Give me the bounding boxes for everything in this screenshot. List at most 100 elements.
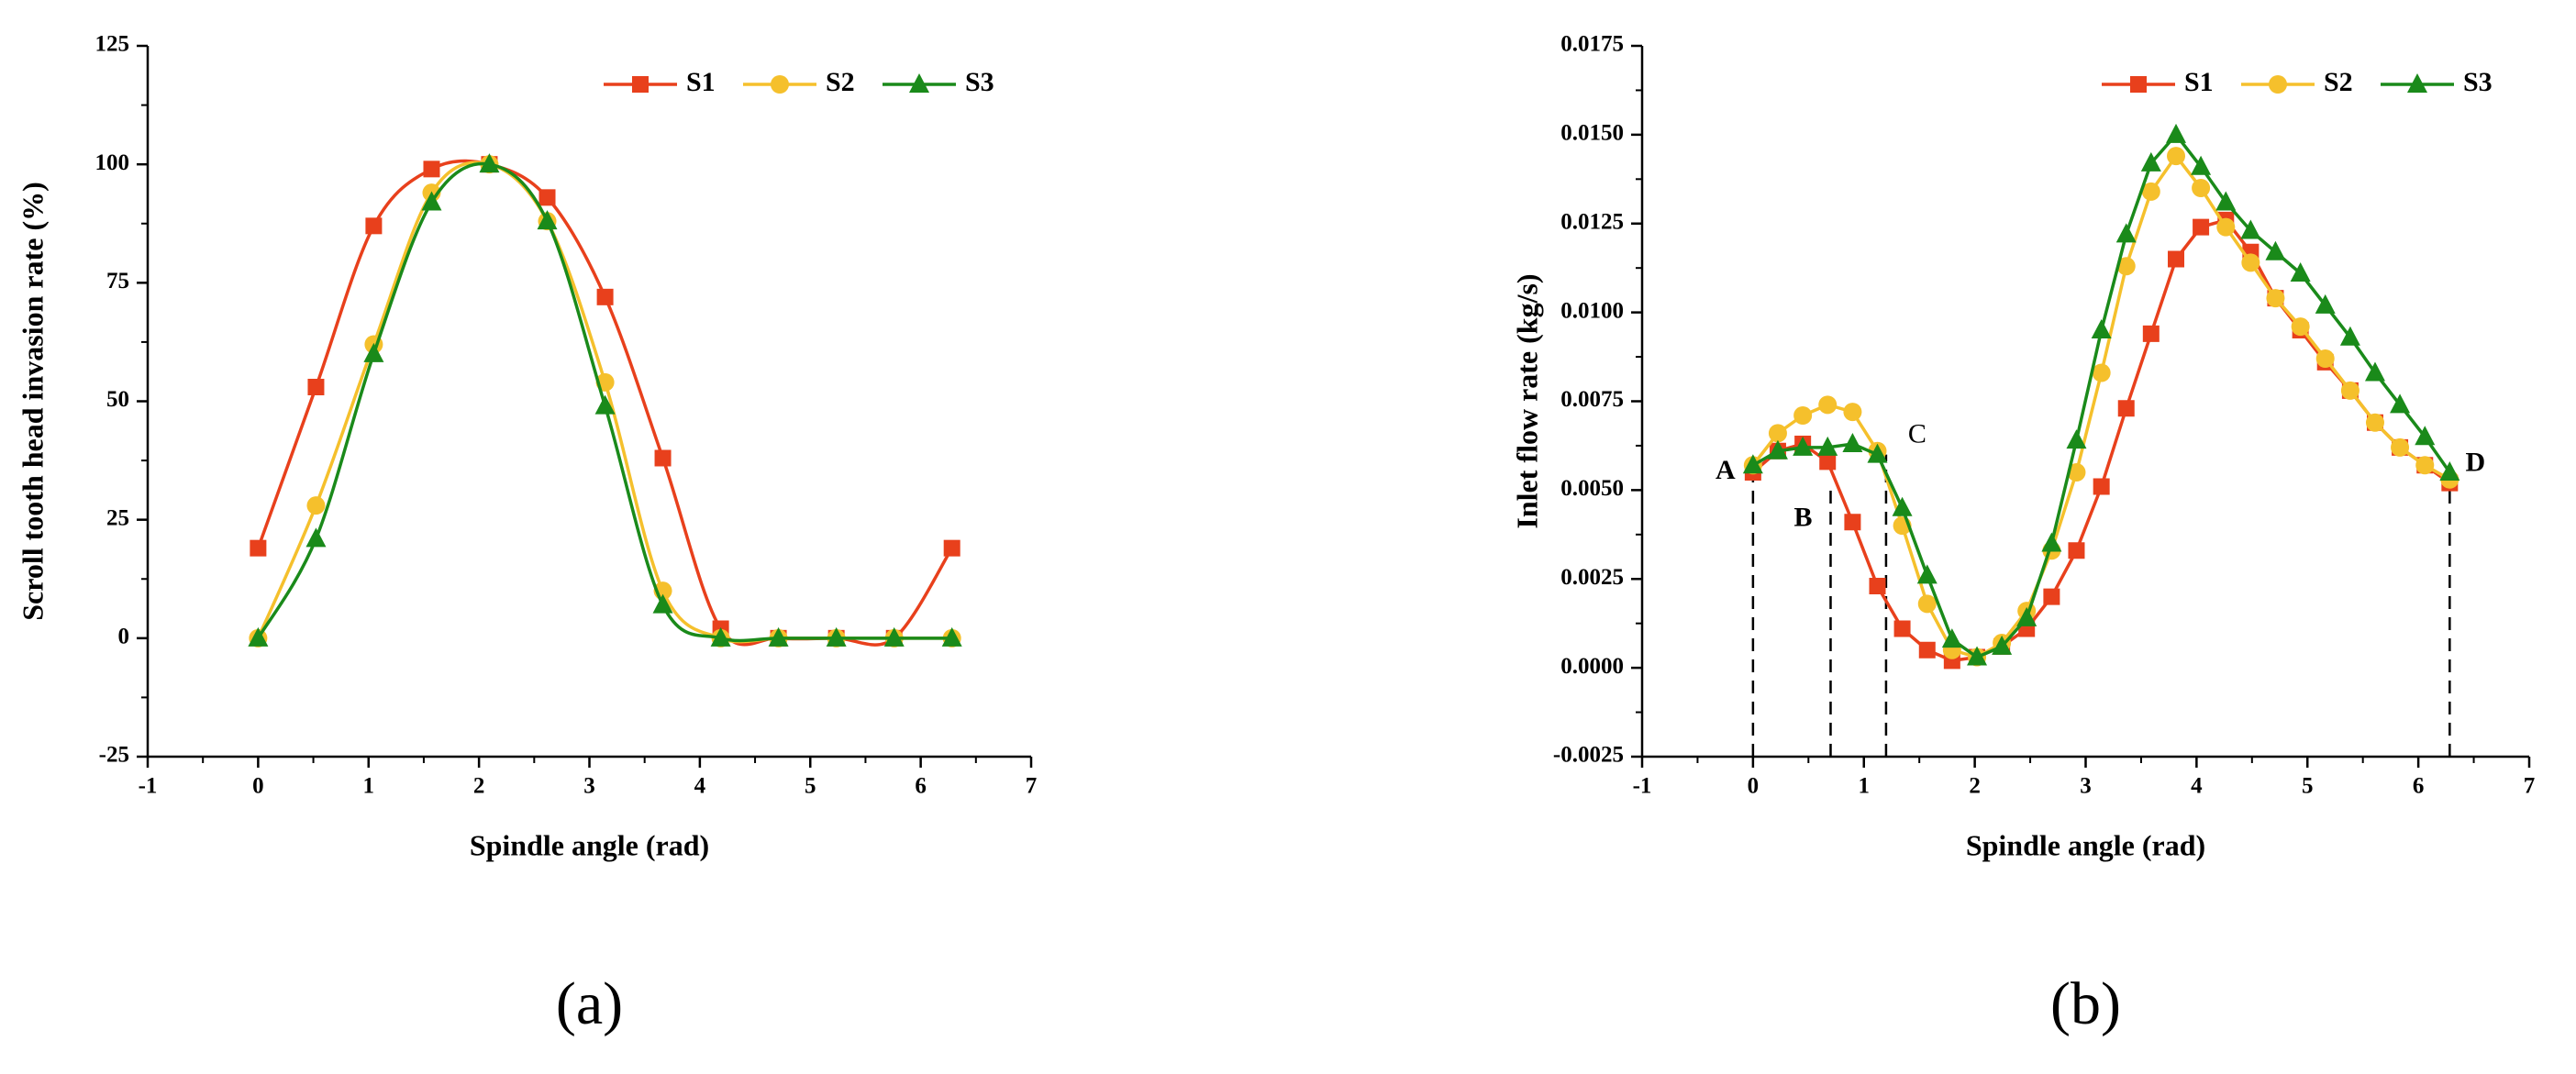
series-line [1751, 217, 2451, 663]
x-tick-label: 6 [915, 774, 927, 799]
marker [2116, 257, 2136, 276]
marker [1869, 578, 1886, 594]
marker [2390, 393, 2411, 414]
y-tick-label: 0 [118, 625, 130, 649]
marker [2193, 218, 2210, 236]
marker [2167, 147, 2186, 166]
y-axis-title: Inlet flow rate (kg/s) [1510, 273, 1543, 528]
x-tick-label: 7 [1026, 774, 1038, 799]
legend-label: S3 [2463, 67, 2493, 97]
x-tick-label: 4 [2191, 774, 2203, 799]
marker [768, 626, 789, 647]
marker [2191, 155, 2212, 175]
marker [2339, 326, 2360, 346]
legend-label: S2 [826, 67, 855, 97]
marker [2142, 325, 2160, 342]
y-tick-label: 0.0050 [1560, 476, 1624, 501]
legend-marker [2130, 76, 2147, 93]
legend-marker [2407, 73, 2427, 93]
marker [654, 449, 672, 467]
marker [1793, 406, 1813, 425]
marker [943, 539, 960, 557]
marker [1842, 433, 1863, 452]
panel-label: (a) [556, 970, 623, 1037]
marker [1818, 395, 1838, 415]
y-tick-label: 50 [106, 387, 129, 412]
y-tick-label: 125 [95, 32, 130, 57]
legend-marker [909, 73, 929, 93]
y-tick-label: -25 [99, 743, 129, 768]
marker [1843, 403, 1862, 422]
marker [2043, 588, 2060, 605]
marker [1916, 564, 1938, 584]
marker [1917, 594, 1937, 614]
marker [2340, 381, 2359, 400]
marker [2215, 191, 2237, 211]
marker [652, 593, 673, 614]
marker [2241, 253, 2260, 272]
marker [363, 342, 384, 362]
y-tick-label: 0.0000 [1560, 654, 1624, 679]
marker [539, 189, 556, 206]
x-tick-label: 1 [363, 774, 375, 799]
marker [306, 496, 326, 515]
x-tick-label: 4 [694, 774, 706, 799]
marker [710, 626, 731, 647]
marker [2093, 478, 2110, 495]
y-tick-label: 0.0175 [1560, 32, 1624, 57]
marker [2066, 429, 2087, 449]
marker [2290, 262, 2311, 282]
y-tick-label: 25 [106, 505, 129, 530]
panel-label: (b) [2050, 970, 2121, 1037]
marker [941, 626, 962, 647]
annotation: D [2465, 448, 2485, 478]
marker [1893, 620, 1911, 637]
x-axis-title: Spindle angle (rad) [470, 828, 709, 861]
x-tick-label: 2 [473, 774, 485, 799]
marker [2439, 461, 2460, 481]
marker [2315, 293, 2336, 314]
y-tick-label: 75 [106, 269, 129, 293]
marker [1767, 439, 1788, 459]
annotation: A [1715, 455, 1736, 485]
x-tick-label: 7 [2524, 774, 2536, 799]
marker [1817, 436, 1838, 456]
marker [250, 539, 267, 557]
x-tick-label: 5 [805, 774, 816, 799]
marker [2240, 219, 2261, 239]
annotation: C [1908, 419, 1926, 449]
marker [2192, 179, 2211, 197]
marker [594, 394, 616, 415]
marker [2315, 349, 2335, 368]
x-tick-label: -1 [139, 774, 158, 799]
y-tick-label: 0.0100 [1560, 298, 1624, 323]
marker [2265, 240, 2286, 260]
legend-marker [2269, 75, 2287, 94]
marker [2141, 182, 2160, 201]
marker [1768, 424, 1787, 443]
marker [2041, 532, 2062, 552]
marker [2117, 400, 2135, 417]
marker [305, 527, 327, 548]
marker [2364, 361, 2385, 382]
x-tick-label: -1 [1633, 774, 1652, 799]
legend-label: S2 [2324, 67, 2353, 97]
marker [1967, 646, 1988, 666]
marker [883, 626, 905, 647]
marker [1819, 453, 1837, 471]
y-tick-label: -0.0025 [1553, 743, 1624, 768]
x-tick-label: 3 [583, 774, 595, 799]
x-tick-label: 6 [2413, 774, 2425, 799]
legend-label: S1 [686, 67, 716, 97]
marker [307, 379, 325, 395]
marker [1742, 454, 1763, 474]
x-tick-label: 1 [1859, 774, 1871, 799]
x-tick-label: 5 [2302, 774, 2314, 799]
marker [2140, 151, 2161, 172]
marker [2067, 463, 2086, 482]
marker [248, 626, 269, 647]
marker [1941, 628, 1962, 648]
marker [365, 217, 383, 235]
x-tick-label: 0 [252, 774, 264, 799]
